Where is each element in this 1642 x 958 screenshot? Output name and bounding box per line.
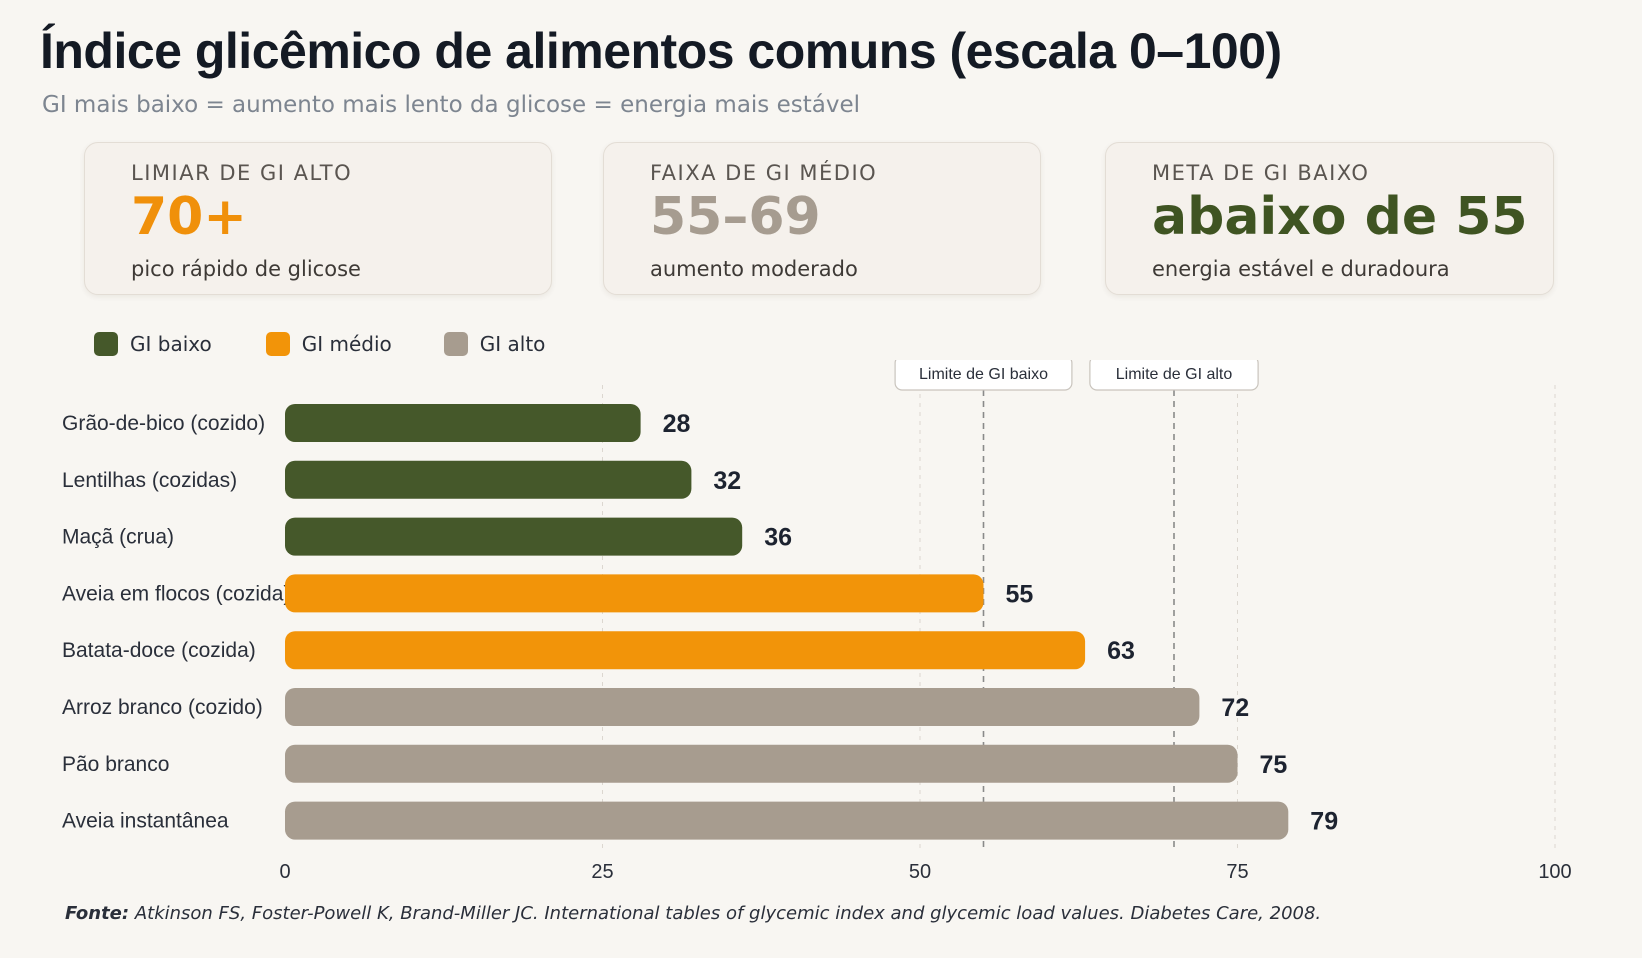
value-label: 28 [663,410,691,438]
page-title: Índice glicêmico de alimentos comuns (es… [40,23,1282,79]
value-label: 32 [713,467,741,495]
bar [285,744,1238,783]
reference-label: Limite de GI baixo [919,366,1048,383]
bar [285,801,1289,840]
category-label: Lentilhas (cozidas) [62,469,237,492]
x-tick-label: 100 [1538,861,1571,883]
bar [285,631,1086,670]
bar [285,404,641,442]
legend-label: GI alto [479,332,546,356]
card-low-target: META DE GI BAIXO abaixo de 55 energia es… [1105,142,1554,295]
category-label: Aveia instantânea [62,810,229,833]
legend-item-low: GI baixo [94,332,212,356]
legend-item-medium: GI médio [265,332,392,356]
card-medium-range: FAIXA DE GI MÉDIO 55–69 aumento moderado [603,142,1041,295]
bar [285,517,743,556]
legend-swatch [443,332,468,356]
reference-label: Limite de GI alto [1116,366,1233,383]
bar [285,460,692,499]
card-label: LIMIAR DE GI ALTO [131,161,353,185]
bar [285,688,1200,726]
legend-label: GI médio [301,332,392,356]
category-label: Aveia em flocos (cozida) [62,582,290,605]
source-citation: Fonte: Atkinson FS, Foster-Powell K, Bra… [65,903,1321,924]
legend-swatch [94,332,118,356]
legend-swatch [265,332,290,356]
card-value: 55–69 [650,187,821,247]
value-label: 75 [1260,751,1288,779]
card-value: 70+ [131,187,247,247]
x-tick-label: 50 [909,861,931,883]
card-label: FAIXA DE GI MÉDIO [650,161,878,185]
reference-label-box [894,360,1073,391]
legend-label: GI baixo [130,332,212,356]
card-label: META DE GI BAIXO [1152,161,1370,185]
card-high-threshold: LIMIAR DE GI ALTO 70+ pico rápido de gli… [84,142,552,295]
chart-legend: GI baixo GI médio GI alto [94,332,545,356]
reference-label-box [1089,360,1259,391]
value-label: 36 [764,524,792,552]
category-label: Pão branco [62,753,169,776]
x-tick-label: 0 [279,861,290,883]
category-label: Arroz branco (cozido) [62,696,263,719]
value-label: 55 [1006,580,1034,608]
source-text: Atkinson FS, Foster-Powell K, Brand-Mill… [134,903,1322,924]
value-label: 79 [1310,808,1338,836]
bar [285,574,984,613]
source-prefix: Fonte: [65,903,130,924]
card-description: aumento moderado [650,257,858,281]
card-description: energia estável e duradoura [1152,257,1450,281]
category-label: Grão-de-bico (cozido) [62,412,265,435]
category-label: Batata-doce (cozida) [62,639,256,662]
value-label: 63 [1107,637,1135,665]
legend-item-high: GI alto [443,332,546,356]
bar-chart: Limite de GI baixo Limite de GI alto Grão-… [62,360,1572,883]
page-subtitle: GI mais baixo = aumento mais lento da gl… [42,92,860,118]
card-value: abaixo de 55 [1152,187,1528,247]
x-tick-label: 25 [591,861,613,883]
value-label: 72 [1221,694,1249,722]
card-description: pico rápido de glicose [131,257,361,281]
x-tick-label: 75 [1226,861,1248,883]
category-label: Maçã (crua) [62,526,174,549]
